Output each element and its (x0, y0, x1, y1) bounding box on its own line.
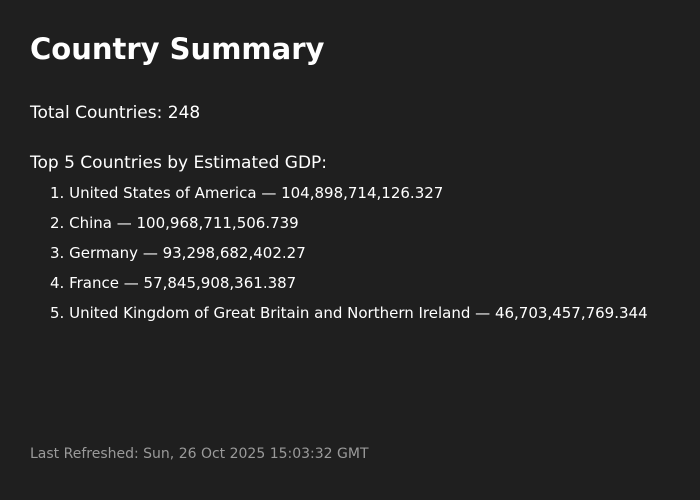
total-countries-value: 248 (167, 103, 201, 123)
separator: — (138, 244, 163, 262)
gdp-value: 46,703,457,769.344 (494, 304, 648, 322)
top-gdp-heading: Top 5 Countries by Estimated GDP: (30, 153, 328, 173)
separator: — (118, 274, 144, 292)
country-name: Germany (69, 244, 139, 262)
top-gdp-list: 1. United States of America — 104,898,71… (50, 181, 648, 331)
last-refreshed: Last Refreshed: Sun, 26 Oct 2025 15:03:3… (30, 444, 369, 464)
country-name: United Kingdom of Great Britain and Nort… (69, 304, 471, 322)
country-name: France (69, 274, 119, 292)
total-countries-label: Total Countries: (30, 103, 163, 123)
total-countries: Total Countries: 248 (30, 101, 200, 125)
separator: — (256, 184, 282, 202)
list-item: 5. United Kingdom of Great Britain and N… (50, 301, 648, 331)
country-name: China (69, 214, 112, 232)
gdp-value: 57,845,908,361.387 (143, 274, 297, 292)
page-title: Country Summary (30, 32, 325, 66)
list-item: 4. France — 57,845,908,361.387 (50, 271, 648, 301)
list-item: 1. United States of America — 104,898,71… (50, 181, 648, 211)
gdp-value: 100,968,711,506.739 (136, 214, 299, 232)
gdp-value: 93,298,682,402.27 (162, 244, 306, 262)
country-name: United States of America (69, 184, 257, 202)
separator: — (470, 304, 495, 322)
separator: — (111, 214, 137, 232)
rank: 1. (50, 184, 65, 202)
rank: 4. (50, 274, 65, 292)
gdp-value: 104,898,714,126.327 (281, 184, 444, 202)
last-refreshed-label: Last Refreshed: (30, 446, 139, 462)
rank: 3. (50, 244, 65, 262)
list-item: 3. Germany — 93,298,682,402.27 (50, 241, 648, 271)
last-refreshed-timestamp: Sun, 26 Oct 2025 15:03:32 GMT (143, 446, 369, 462)
rank: 2. (50, 214, 65, 232)
list-item: 2. China — 100,968,711,506.739 (50, 211, 648, 241)
rank: 5. (50, 304, 65, 322)
